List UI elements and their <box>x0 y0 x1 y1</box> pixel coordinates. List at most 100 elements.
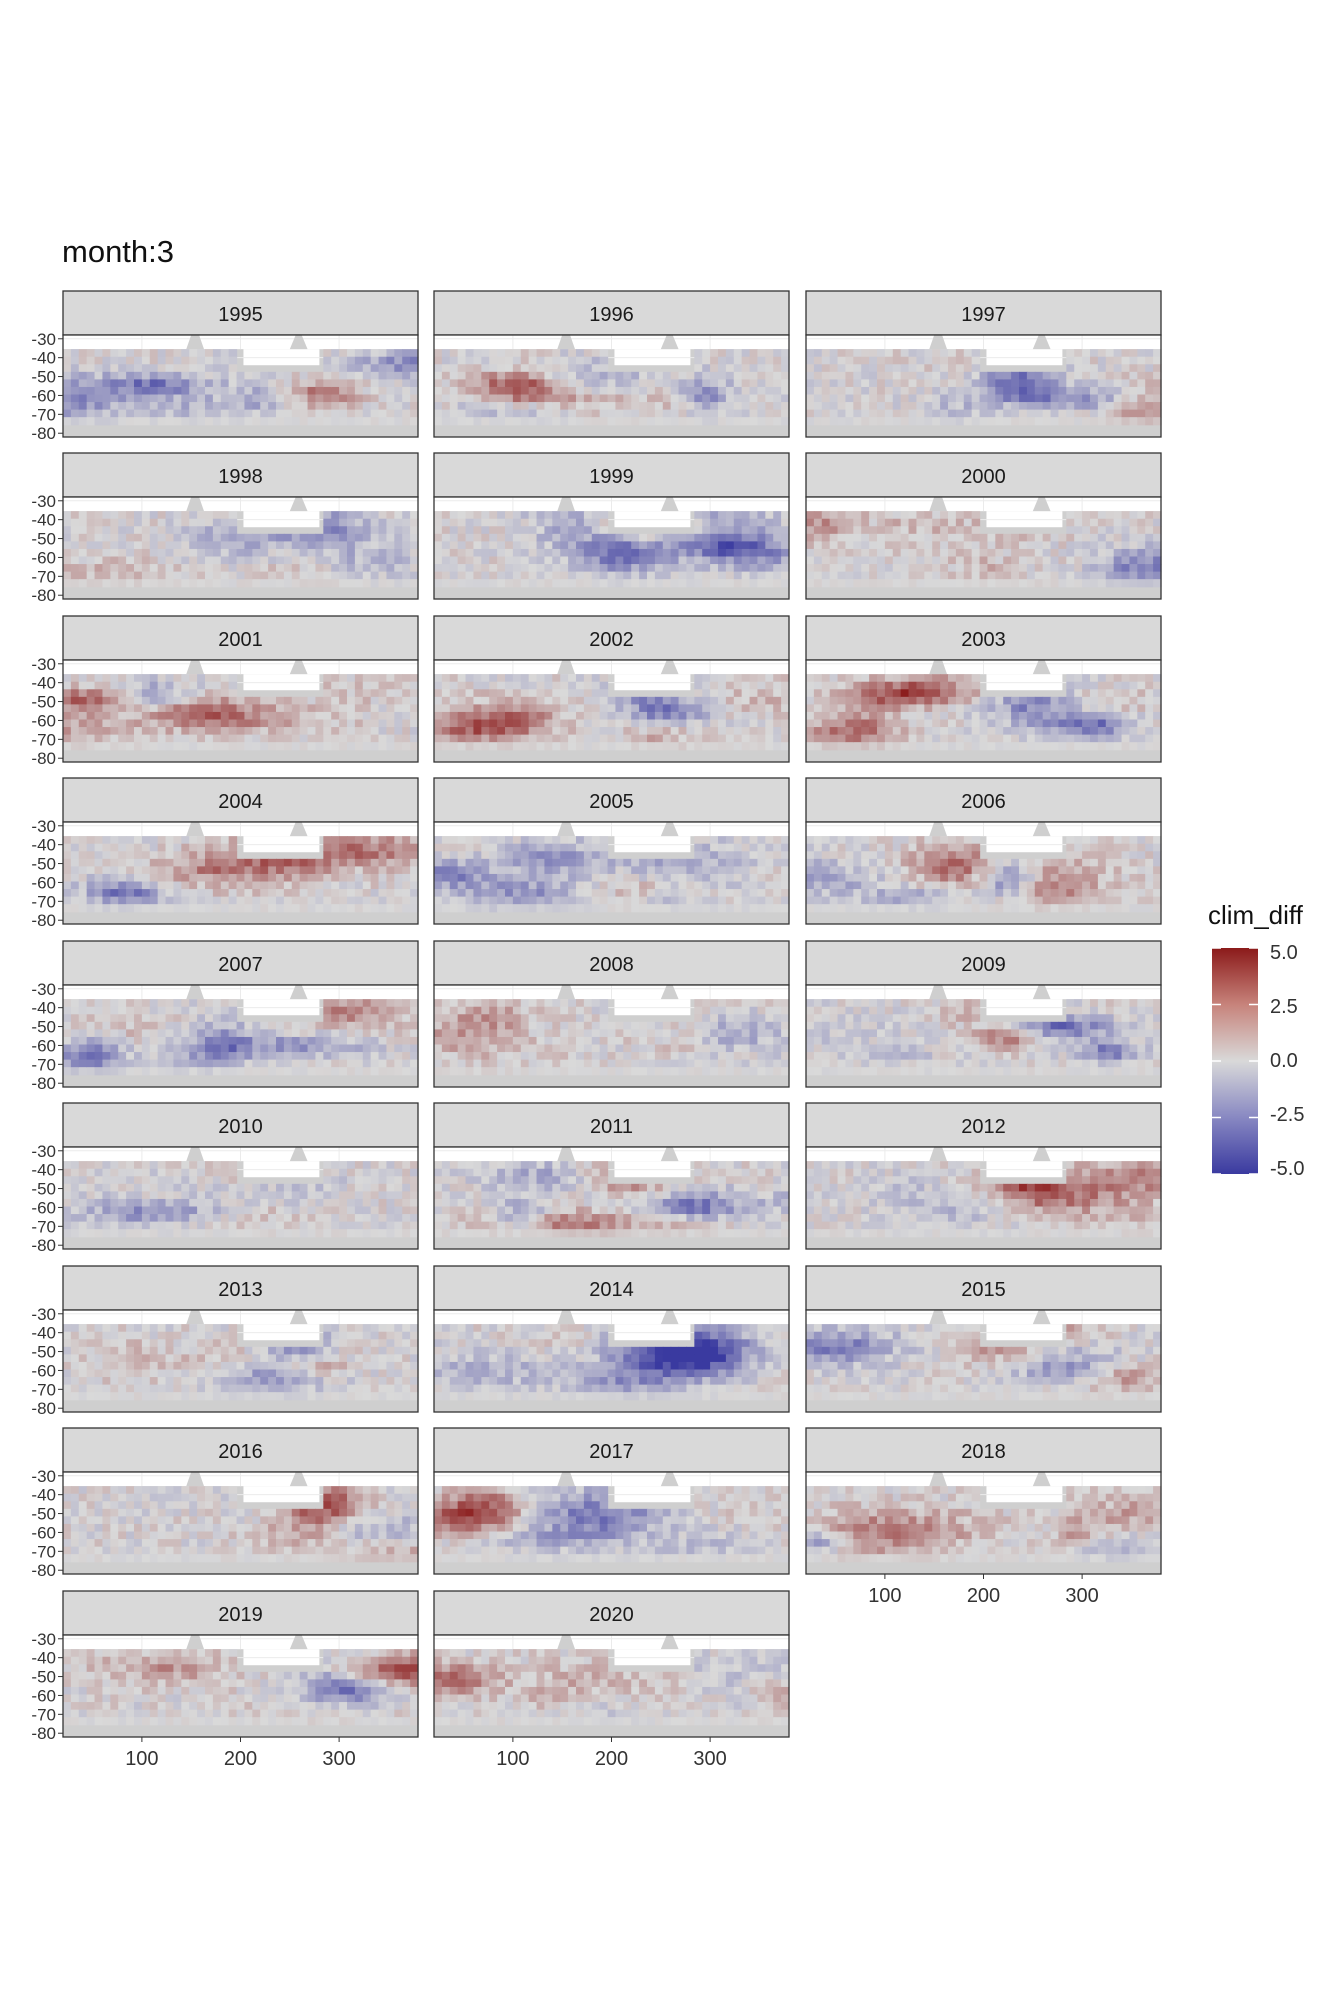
heat-cell <box>940 372 948 380</box>
heat-cell <box>734 874 742 882</box>
heat-cell <box>237 572 245 580</box>
heat-cell <box>631 712 639 720</box>
heat-cell <box>1129 674 1137 682</box>
heat-cell <box>284 874 292 882</box>
heat-cell <box>166 395 174 403</box>
heat-cell <box>639 889 647 897</box>
heat-cell <box>276 882 284 890</box>
heat-cell <box>1122 727 1130 735</box>
heat-cell <box>773 549 781 557</box>
heat-cell <box>189 727 197 735</box>
heat-cell <box>623 395 631 403</box>
heat-cell <box>142 844 150 852</box>
heat-cell <box>853 727 861 735</box>
heat-cell <box>71 889 79 897</box>
heat-cell <box>726 874 734 882</box>
heat-cell <box>806 844 814 852</box>
heat-cell <box>300 579 308 587</box>
heat-cell <box>663 889 671 897</box>
heat-cell <box>1145 387 1153 395</box>
heat-cell <box>750 357 758 365</box>
heat-cell <box>702 364 710 372</box>
heat-cell <box>473 526 481 534</box>
heat-cell <box>473 844 481 852</box>
heat-cell <box>1043 549 1051 557</box>
heat-cell <box>940 349 948 357</box>
heat-cell <box>995 410 1003 418</box>
heat-cell <box>158 836 166 844</box>
heat-cell <box>814 395 822 403</box>
heat-cell <box>102 511 110 519</box>
heat-cell <box>702 526 710 534</box>
heat-cell <box>537 682 545 690</box>
heat-cell <box>757 682 765 690</box>
heat-cell <box>877 704 885 712</box>
heat-cell <box>576 387 584 395</box>
heat-cell <box>1114 372 1122 380</box>
heat-cell <box>63 579 71 587</box>
heat-cell <box>87 904 95 912</box>
heat-cell <box>410 549 418 557</box>
heat-cell <box>244 889 252 897</box>
heat-cell <box>473 572 481 580</box>
heat-cell <box>268 402 276 410</box>
heat-cell <box>552 511 560 519</box>
heat-cell <box>394 402 402 410</box>
heat-cell <box>806 689 814 697</box>
facet-panel: 1998-30-40-50-60-70-80 <box>31 453 418 605</box>
heat-cell <box>1027 742 1035 750</box>
heat-cell <box>750 349 758 357</box>
heat-cell <box>213 572 221 580</box>
heat-cell <box>189 851 197 859</box>
heat-cell <box>623 720 631 728</box>
heat-cell <box>631 897 639 905</box>
heat-cell <box>726 866 734 874</box>
heat-cell <box>608 564 616 572</box>
heat-cell <box>442 712 450 720</box>
heat-cell <box>260 549 268 557</box>
heat-cell <box>757 704 765 712</box>
heat-cell <box>932 579 940 587</box>
heat-cell <box>331 742 339 750</box>
heat-cell <box>814 410 822 418</box>
heat-cell <box>568 519 576 527</box>
heat-cell <box>79 697 87 705</box>
heat-cell <box>371 874 379 882</box>
heat-cell <box>466 564 474 572</box>
heat-cell <box>166 866 174 874</box>
heat-cell <box>608 410 616 418</box>
heat-cell <box>1129 735 1137 743</box>
heat-cell <box>552 379 560 387</box>
heat-cell <box>450 379 458 387</box>
heat-cell <box>489 874 497 882</box>
heat-cell <box>537 519 545 527</box>
heat-cell <box>292 704 300 712</box>
heat-cell <box>615 402 623 410</box>
heat-cell <box>608 372 616 380</box>
heat-cell <box>71 534 79 542</box>
heat-cell <box>560 402 568 410</box>
heat-cell <box>1058 727 1066 735</box>
heat-cell <box>339 511 347 519</box>
heat-cell <box>379 541 387 549</box>
heat-cell <box>932 511 940 519</box>
heat-cell <box>869 889 877 897</box>
heat-cell <box>63 904 71 912</box>
heat-cell <box>126 720 134 728</box>
heat-cell <box>497 549 505 557</box>
heat-cell <box>505 904 513 912</box>
heat-cell <box>608 402 616 410</box>
heat-cell <box>268 697 276 705</box>
heat-cell <box>252 704 260 712</box>
heat-cell <box>702 410 710 418</box>
heat-cell <box>838 549 846 557</box>
heat-cell <box>734 541 742 549</box>
heat-cell <box>379 735 387 743</box>
heat-cell <box>694 387 702 395</box>
heat-cell <box>940 742 948 750</box>
heat-cell <box>702 379 710 387</box>
heat-cell <box>402 564 410 572</box>
heat-cell <box>853 844 861 852</box>
heat-cell <box>102 349 110 357</box>
heat-cell <box>877 541 885 549</box>
